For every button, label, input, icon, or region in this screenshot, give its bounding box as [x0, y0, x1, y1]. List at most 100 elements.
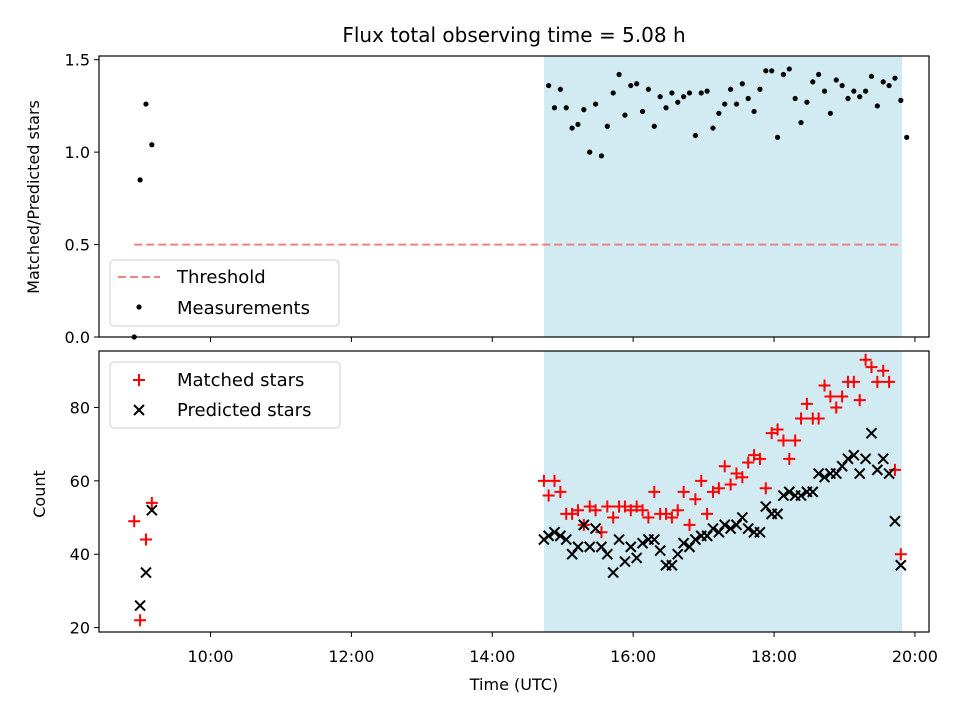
top-panel: 0.0 0.5 1.0 1.5 Matched/Predicted stars Thr… — [24, 51, 930, 347]
predicted-star-point — [578, 519, 590, 531]
predicted-legend-swatch — [133, 404, 145, 416]
matched-star-point — [859, 353, 872, 366]
measurement-point — [880, 79, 886, 85]
matched-star-point — [671, 504, 684, 517]
matched-star-point — [830, 401, 843, 414]
matched-star-point — [542, 489, 555, 502]
predicted-star-point — [848, 449, 860, 461]
predicted-star-point — [836, 460, 848, 472]
matched-star-point — [771, 423, 784, 436]
chart-title: Flux total observing time = 5.08 h — [342, 23, 685, 47]
measurement-point — [786, 66, 792, 72]
matched-star-point — [139, 533, 152, 546]
measurement-point — [710, 125, 716, 131]
measurement-point — [827, 110, 833, 116]
matched-star-point — [812, 412, 825, 425]
measurement-point — [898, 97, 904, 103]
predicted-star-point — [771, 508, 784, 520]
x-tick-label: 20:00 — [892, 647, 938, 666]
matched-star-point — [134, 614, 147, 627]
measurement-point — [739, 81, 745, 87]
measurement-point — [821, 88, 828, 94]
measurement-point — [149, 142, 155, 148]
predicted-star-point — [554, 530, 567, 542]
measurement-point — [904, 134, 910, 140]
matched-star-point — [712, 482, 725, 495]
predicted-star-point — [854, 467, 866, 480]
predicted-star-point — [742, 522, 754, 535]
predicted-star-point — [134, 599, 146, 612]
predicted-star-point — [542, 530, 555, 542]
predicted-star-point — [589, 522, 602, 535]
matched-star-point — [128, 515, 141, 528]
x-tick-label: 18:00 — [751, 647, 797, 666]
matched-star-point — [677, 485, 690, 498]
predicted-star-point — [895, 559, 907, 571]
measurement-point — [792, 95, 798, 102]
matched-star-point — [836, 390, 849, 403]
predicted-star-point — [818, 471, 831, 483]
measurement-point — [863, 88, 869, 94]
predicted-star-point — [736, 511, 749, 524]
predicted-star-point — [625, 541, 637, 553]
measurement-point — [704, 88, 710, 94]
measurement-point — [868, 73, 875, 79]
measurement-point — [851, 88, 857, 94]
measurement-point — [634, 81, 640, 87]
matched-star-point — [145, 496, 158, 509]
measurement-point — [669, 90, 675, 96]
x-tick-label: 12:00 — [328, 647, 374, 666]
predicted-star-point — [683, 541, 696, 553]
measurement-point — [833, 77, 839, 83]
predicted-star-point — [572, 541, 584, 553]
predicted-star-point — [754, 526, 766, 538]
matched-star-point — [601, 500, 614, 513]
matched-star-point — [736, 471, 749, 484]
predicted-legend-label: Predicted stars — [177, 400, 311, 421]
predicted-star-point — [584, 541, 596, 553]
threshold-legend-label: Threshold — [176, 267, 266, 288]
top-y-tick-label: 0.0 — [65, 328, 90, 347]
measurement-point — [569, 125, 575, 131]
matched-star-point — [894, 548, 907, 561]
bottom-y-tick-label: 40 — [70, 545, 90, 564]
measurement-point — [757, 86, 763, 92]
matched-star-point — [783, 452, 796, 465]
measurement-point — [763, 68, 769, 74]
x-tick-label: 10:00 — [187, 647, 233, 666]
predicted-star-point — [777, 489, 790, 502]
top-legend-box — [109, 259, 340, 327]
predicted-star-point — [672, 548, 684, 560]
observing-window-bottom — [543, 351, 902, 632]
matched-star-point — [665, 511, 678, 524]
measurement-point — [733, 101, 740, 107]
measurement-point — [716, 110, 722, 116]
top-panel-frame — [98, 55, 930, 338]
predicted-star-point — [865, 427, 878, 439]
matched-star-point — [554, 485, 567, 498]
predicted-star-point — [812, 467, 825, 480]
matched-star-point — [847, 375, 860, 388]
matched-star-point — [800, 397, 813, 410]
measurement-point — [780, 71, 787, 78]
matched-star-point — [853, 394, 866, 407]
top-y-tick-label: 1.5 — [65, 51, 90, 70]
measurement-points — [131, 66, 910, 340]
matched-star-point — [883, 375, 896, 388]
matched-star-point — [877, 364, 890, 377]
measurement-point — [616, 71, 622, 78]
predicted-star-point — [146, 504, 158, 516]
predicted-star-point — [707, 522, 719, 535]
predicted-star-point — [607, 566, 619, 579]
bottom-y-tick-label: 80 — [70, 398, 90, 417]
matched-star-point — [701, 507, 714, 520]
predicted-star-point — [859, 453, 872, 465]
matched-star-point — [753, 452, 766, 465]
measurement-point — [804, 99, 810, 105]
predicted-star-point — [654, 544, 666, 557]
top-legend: Threshold Measurements — [109, 259, 340, 327]
matched-star-point — [824, 390, 837, 403]
matched-star-point — [865, 361, 878, 374]
measurement-point — [645, 86, 652, 92]
